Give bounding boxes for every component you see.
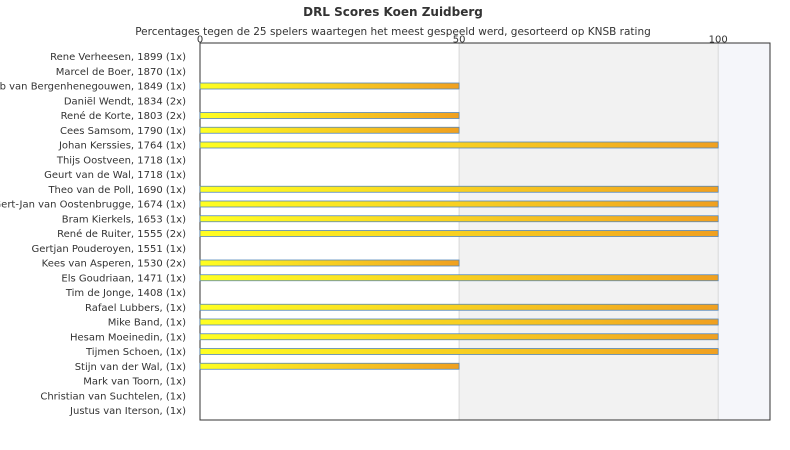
category-label: René de Korte, 1803 (2x) [61, 110, 187, 122]
chart-title: DRL Scores Koen Zuidberg [303, 5, 483, 19]
category-label: Gert-Jan van Oostenbrugge, 1674 (1x) [0, 200, 186, 211]
category-label: Rob van Bergenhenegouwen, 1849 (1x) [0, 82, 186, 93]
chart-subtitle: Percentages tegen de 25 spelers waartege… [135, 26, 651, 38]
category-label: Bram Kierkels, 1653 (1x) [62, 214, 186, 225]
bar [199, 303, 719, 311]
bar [199, 112, 460, 119]
bar [199, 348, 719, 355]
category-label: Daniël Wendt, 1834 (2x) [64, 96, 186, 107]
category-label: Christian van Suchtelen, (1x) [40, 391, 186, 402]
plot-area: 0 50 100 Rene Verheesen, 1899 (1x) Marcel de… [0, 35, 771, 421]
bar [199, 318, 719, 326]
category-label: Tim de Jonge, 1408 (1x) [65, 288, 186, 299]
x-tick-label: 100 [709, 35, 728, 46]
category-label: Cees Samsom, 1790 (1x) [60, 126, 186, 137]
bar [199, 126, 460, 134]
category-label: Kees van Asperen, 1530 (2x) [42, 259, 186, 270]
category-label: Justus van Iterson, (1x) [69, 406, 186, 417]
bar [199, 141, 719, 149]
bar [199, 333, 719, 341]
bar [199, 185, 719, 193]
bar [199, 82, 460, 90]
bar [199, 274, 719, 282]
category-label: Mike Band, (1x) [108, 318, 186, 329]
category-label: Els Goudriaan, 1471 (1x) [61, 273, 186, 284]
category-label: Theo van de Poll, 1690 (1x) [47, 185, 186, 196]
category-label: Johan Kerssies, 1764 (1x) [58, 141, 186, 152]
category-label: Hesam Moeinedin, (1x) [70, 332, 186, 343]
band-100-plus [718, 43, 770, 420]
category-label: Marcel de Boer, 1870 (1x) [56, 67, 186, 78]
bar [199, 215, 719, 223]
category-label: Gertjan Pouderoyen, 1551 (1x) [32, 244, 187, 255]
category-label: Rene Verheesen, 1899 (1x) [50, 52, 186, 63]
bar [199, 200, 719, 208]
category-label: Stijn van der Wal, (1x) [75, 362, 186, 373]
category-label: René de Ruiter, 1555 (2x) [57, 228, 186, 240]
category-label: Tijmen Schoen, (1x) [85, 347, 186, 358]
bar [199, 362, 460, 370]
x-tick-label: 0 [197, 35, 203, 46]
x-tick-label: 50 [453, 35, 466, 46]
category-label: Geurt van de Wal, 1718 (1x) [44, 170, 186, 181]
category-label: Rafael Lubbers, (1x) [85, 303, 186, 314]
category-label: Mark van Toorn, (1x) [83, 377, 186, 388]
category-label: Thijs Oostveen, 1718 (1x) [56, 155, 186, 166]
bar [199, 259, 460, 267]
bar [199, 230, 719, 237]
